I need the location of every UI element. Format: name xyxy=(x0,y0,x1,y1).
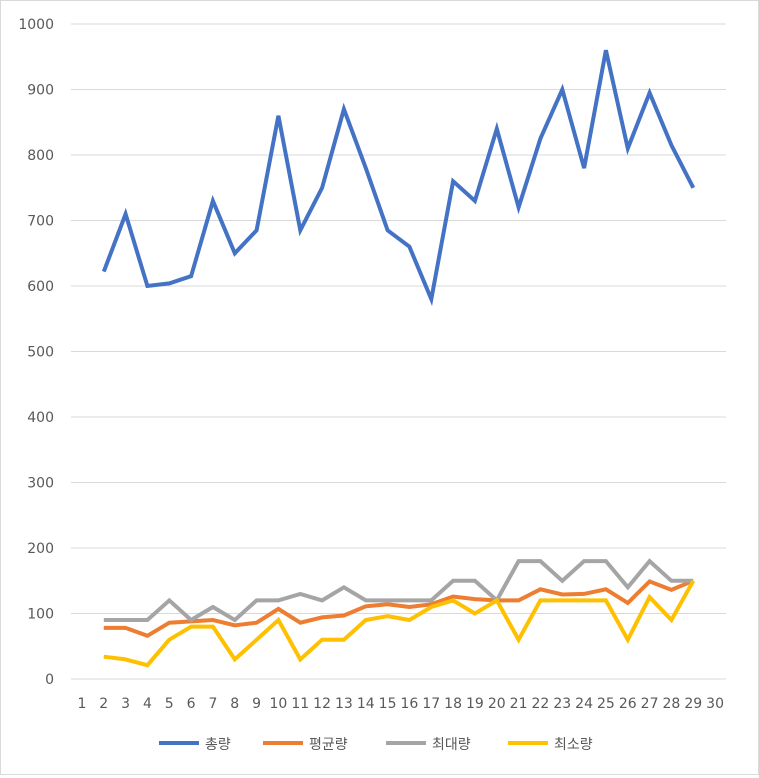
x-tick-label: 2 xyxy=(99,696,108,712)
legend-item: 총량 xyxy=(159,737,231,753)
x-tick-label: 13 xyxy=(335,696,353,712)
x-tick-label: 10 xyxy=(270,696,288,712)
x-tick-label: 28 xyxy=(663,696,681,712)
legend-label: 최대량 xyxy=(432,737,471,753)
x-tick-label: 14 xyxy=(357,696,375,712)
x-tick-label: 24 xyxy=(575,696,593,712)
x-tick-label: 25 xyxy=(597,696,615,712)
gridlines xyxy=(71,24,726,614)
legend-item: 최소량 xyxy=(508,737,593,753)
y-tick-label: 500 xyxy=(27,345,54,361)
x-tick-label: 30 xyxy=(706,696,724,712)
legend-item: 최대량 xyxy=(386,737,471,753)
x-tick-label: 17 xyxy=(422,696,440,712)
x-tick-label: 19 xyxy=(466,696,484,712)
legend-label: 최소량 xyxy=(554,737,593,753)
y-tick-label: 900 xyxy=(27,83,54,99)
x-tick-label: 12 xyxy=(313,696,331,712)
x-tick-label: 15 xyxy=(379,696,397,712)
x-tick-label: 26 xyxy=(619,696,637,712)
y-tick-label: 0 xyxy=(45,672,54,688)
x-tick-label: 20 xyxy=(488,696,506,712)
x-tick-label: 1 xyxy=(77,696,86,712)
y-axis-tick-labels: 0 100 200 300 400 500 600 700 800 900 1000 xyxy=(18,17,54,688)
x-tick-label: 7 xyxy=(208,696,217,712)
y-tick-label: 100 xyxy=(27,607,54,623)
y-tick-label: 200 xyxy=(27,541,54,557)
y-tick-label: 1000 xyxy=(18,17,54,33)
y-tick-label: 400 xyxy=(27,410,54,426)
series-1 xyxy=(104,50,694,299)
x-tick-label: 11 xyxy=(291,696,309,712)
x-tick-label: 6 xyxy=(187,696,196,712)
x-tick-label: 27 xyxy=(641,696,659,712)
x-tick-label: 3 xyxy=(121,696,130,712)
x-tick-label: 22 xyxy=(532,696,550,712)
x-tick-label: 18 xyxy=(444,696,462,712)
legend: 총량 평균량 최대량 최소량 xyxy=(159,737,593,753)
x-tick-label: 29 xyxy=(684,696,702,712)
legend-item: 평균량 xyxy=(263,737,348,753)
x-tick-label: 8 xyxy=(230,696,239,712)
legend-label: 총량 xyxy=(205,737,231,753)
y-tick-label: 300 xyxy=(27,476,54,492)
series-line xyxy=(104,50,694,299)
x-tick-label: 5 xyxy=(165,696,174,712)
x-tick-label: 23 xyxy=(553,696,571,712)
x-tick-label: 21 xyxy=(510,696,528,712)
x-tick-label: 16 xyxy=(401,696,419,712)
y-tick-label: 600 xyxy=(27,279,54,295)
series-lines xyxy=(104,50,694,665)
x-tick-label: 4 xyxy=(143,696,152,712)
legend-label: 평균량 xyxy=(309,737,348,753)
y-tick-label: 700 xyxy=(27,214,54,230)
y-tick-label: 800 xyxy=(27,148,54,164)
x-tick-label: 9 xyxy=(252,696,261,712)
